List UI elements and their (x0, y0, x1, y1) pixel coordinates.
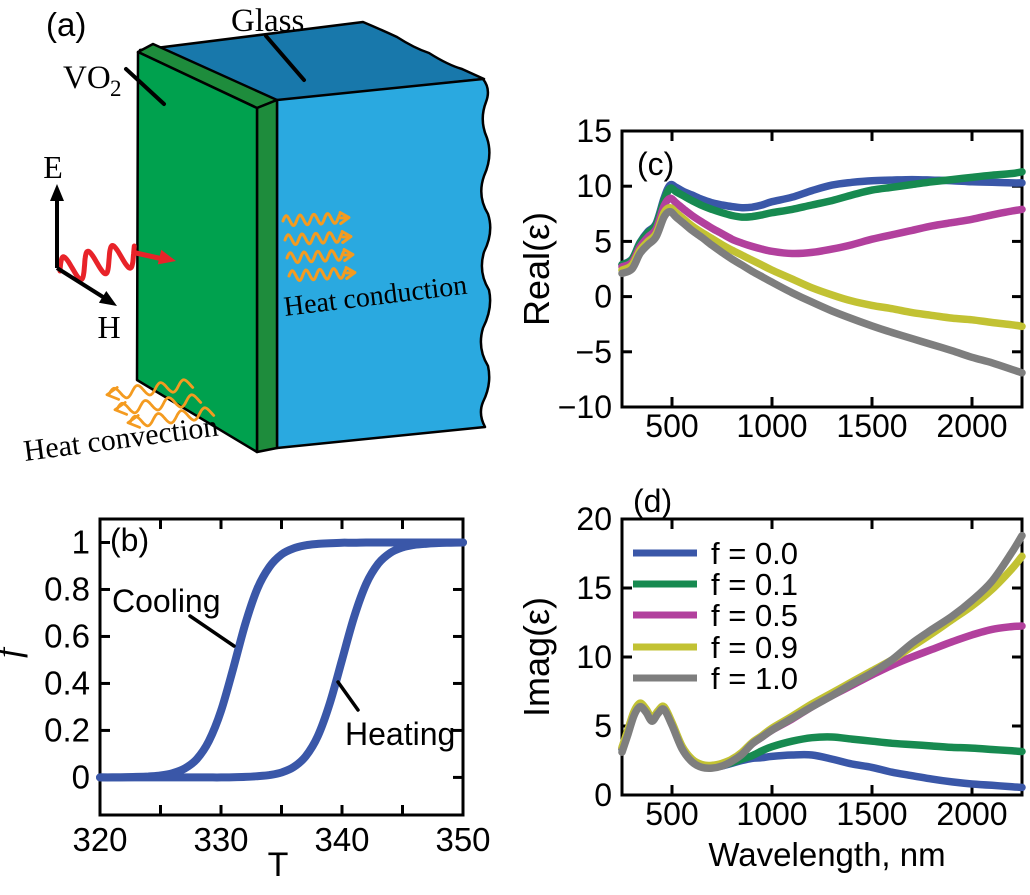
vo2-label: VO (63, 60, 111, 96)
y-tick-label: −10 (558, 389, 612, 425)
legend-label-f10: f = 1.0 (711, 661, 798, 696)
axes-box (620, 129, 1024, 409)
glass-front-face (275, 77, 492, 450)
legend-label-f09: f = 0.9 (711, 630, 798, 665)
y-tick-label: 0.2 (44, 711, 90, 748)
glass-label: Glass (231, 3, 304, 39)
x-tick-label: 2000 (936, 408, 1007, 444)
e-field-arrowhead-icon (50, 184, 64, 201)
h-field-arrowhead-icon (98, 291, 117, 306)
panel-b-xlabel: T (268, 846, 289, 884)
y-tick-label: 15 (576, 570, 612, 606)
curve-f = 0.5 (618, 194, 1026, 271)
y-tick-label: 0 (594, 279, 612, 315)
x-tick-label: 1000 (736, 408, 807, 444)
incident-light-wave (57, 243, 137, 282)
x-tick-label: 2000 (936, 796, 1007, 832)
wavy-arrow-left (113, 393, 203, 416)
y-tick-label: 15 (576, 113, 612, 149)
vo2-label-subscript: 2 (110, 76, 122, 101)
light-wave-path (57, 243, 137, 282)
x-tick-label: 1500 (836, 408, 907, 444)
cooling-pointer-line (188, 614, 236, 648)
panel-b-label: (b) (110, 522, 149, 558)
panel-b-curves (96, 538, 467, 782)
x-tick-label: 340 (314, 821, 369, 858)
y-tick-label: 0.4 (44, 664, 90, 701)
legend: f = 0.0 f = 0.1 f = 0.5 f = 0.9 f = 1.0 (633, 536, 798, 696)
vo2-pointer-line (124, 67, 166, 106)
panel-d-xlabel: Wavelength, nm (708, 836, 945, 873)
wavy-arrow-left (126, 406, 216, 429)
wavy-arrow-right (285, 247, 355, 264)
x-tick-label: 500 (645, 796, 698, 832)
legend-label-f00: f = 0.0 (711, 536, 798, 571)
h-field-arrow (55, 266, 105, 299)
panel-d-curves (618, 531, 1026, 792)
legend-label-f05: f = 0.5 (711, 598, 798, 633)
y-tick-label: 0.8 (44, 570, 90, 607)
wavy-arrow-right (287, 265, 357, 282)
vo2-side-edge (255, 98, 279, 454)
e-field-label: E (43, 149, 63, 185)
y-tick-label: 10 (576, 168, 612, 204)
panel-d-axes: 500 1000 1500 2000 0 5 10 15 20 (576, 501, 1024, 832)
y-tick-label: 1 (72, 523, 90, 560)
x-tick-label: 320 (72, 821, 127, 858)
curve-f = 1.0 (618, 207, 1026, 377)
y-tick-label: 20 (576, 501, 612, 537)
heating-annotation: Heating (345, 716, 455, 752)
x-tick-label: 350 (435, 821, 490, 858)
curve-f = 1.0 (618, 531, 1026, 772)
panel-c-ylabel: Real(ε) (516, 212, 557, 326)
panel-b-chart: 320 330 340 350 0 0.2 0.4 0.6 0.8 1 (b) Cooling H… (0, 517, 491, 884)
panel-d-label: (d) (633, 483, 672, 519)
h-field-label: H (97, 309, 120, 345)
y-tick-label: 10 (576, 639, 612, 675)
panel-d-chart: 500 1000 1500 2000 0 5 10 15 20 (d) Imag(ε) Wave… (516, 483, 1026, 873)
panel-b-ylabel: f (0, 643, 28, 658)
heating-pointer-line (336, 680, 360, 712)
x-tick-label: 500 (645, 408, 698, 444)
panel-a-diagram: (a) Glass VO 2 E H Heat conduction Heat … (22, 3, 492, 468)
heat-convection-arrows (105, 378, 216, 429)
panel-c-chart: 500 1000 1500 2000 −10 −5 0 5 10 15 (c) Real(ε) (516, 113, 1026, 444)
panel-c-axes: 500 1000 1500 2000 −10 −5 0 5 10 15 (558, 113, 1024, 444)
wavy-arrow-left (105, 378, 195, 401)
panel-b-axes: 320 330 340 350 0 0.2 0.4 0.6 0.8 1 (44, 517, 491, 858)
glass-pointer-line (264, 34, 306, 82)
heat-conduction-arrows (281, 210, 357, 282)
x-tick-label: 1000 (736, 796, 807, 832)
light-arrow-shaft (133, 250, 166, 262)
light-arrowhead-icon (157, 249, 176, 265)
panel-d-ylabel: Imag(ε) (516, 597, 557, 717)
vo2-front-face (135, 50, 259, 454)
panel-c-curves (618, 168, 1026, 377)
y-tick-label: 5 (594, 708, 612, 744)
y-tick-label: 5 (594, 223, 612, 259)
y-tick-label: 0 (594, 777, 612, 813)
y-tick-label: 0.6 (44, 617, 90, 654)
x-tick-label: 1500 (836, 796, 907, 832)
heat-convection-label: Heat convection (22, 410, 220, 468)
cooling-annotation: Cooling (112, 583, 221, 619)
legend-label-f01: f = 0.1 (711, 567, 798, 602)
y-tick-label: −5 (576, 334, 612, 370)
panel-c-label: (c) (637, 146, 674, 182)
curve-Heating (96, 538, 467, 782)
wavy-arrow-right (283, 229, 353, 246)
wavy-arrow-right (281, 210, 351, 227)
x-tick-label: 330 (193, 821, 248, 858)
y-tick-label: 0 (72, 758, 90, 795)
panel-a-label: (a) (46, 6, 86, 43)
